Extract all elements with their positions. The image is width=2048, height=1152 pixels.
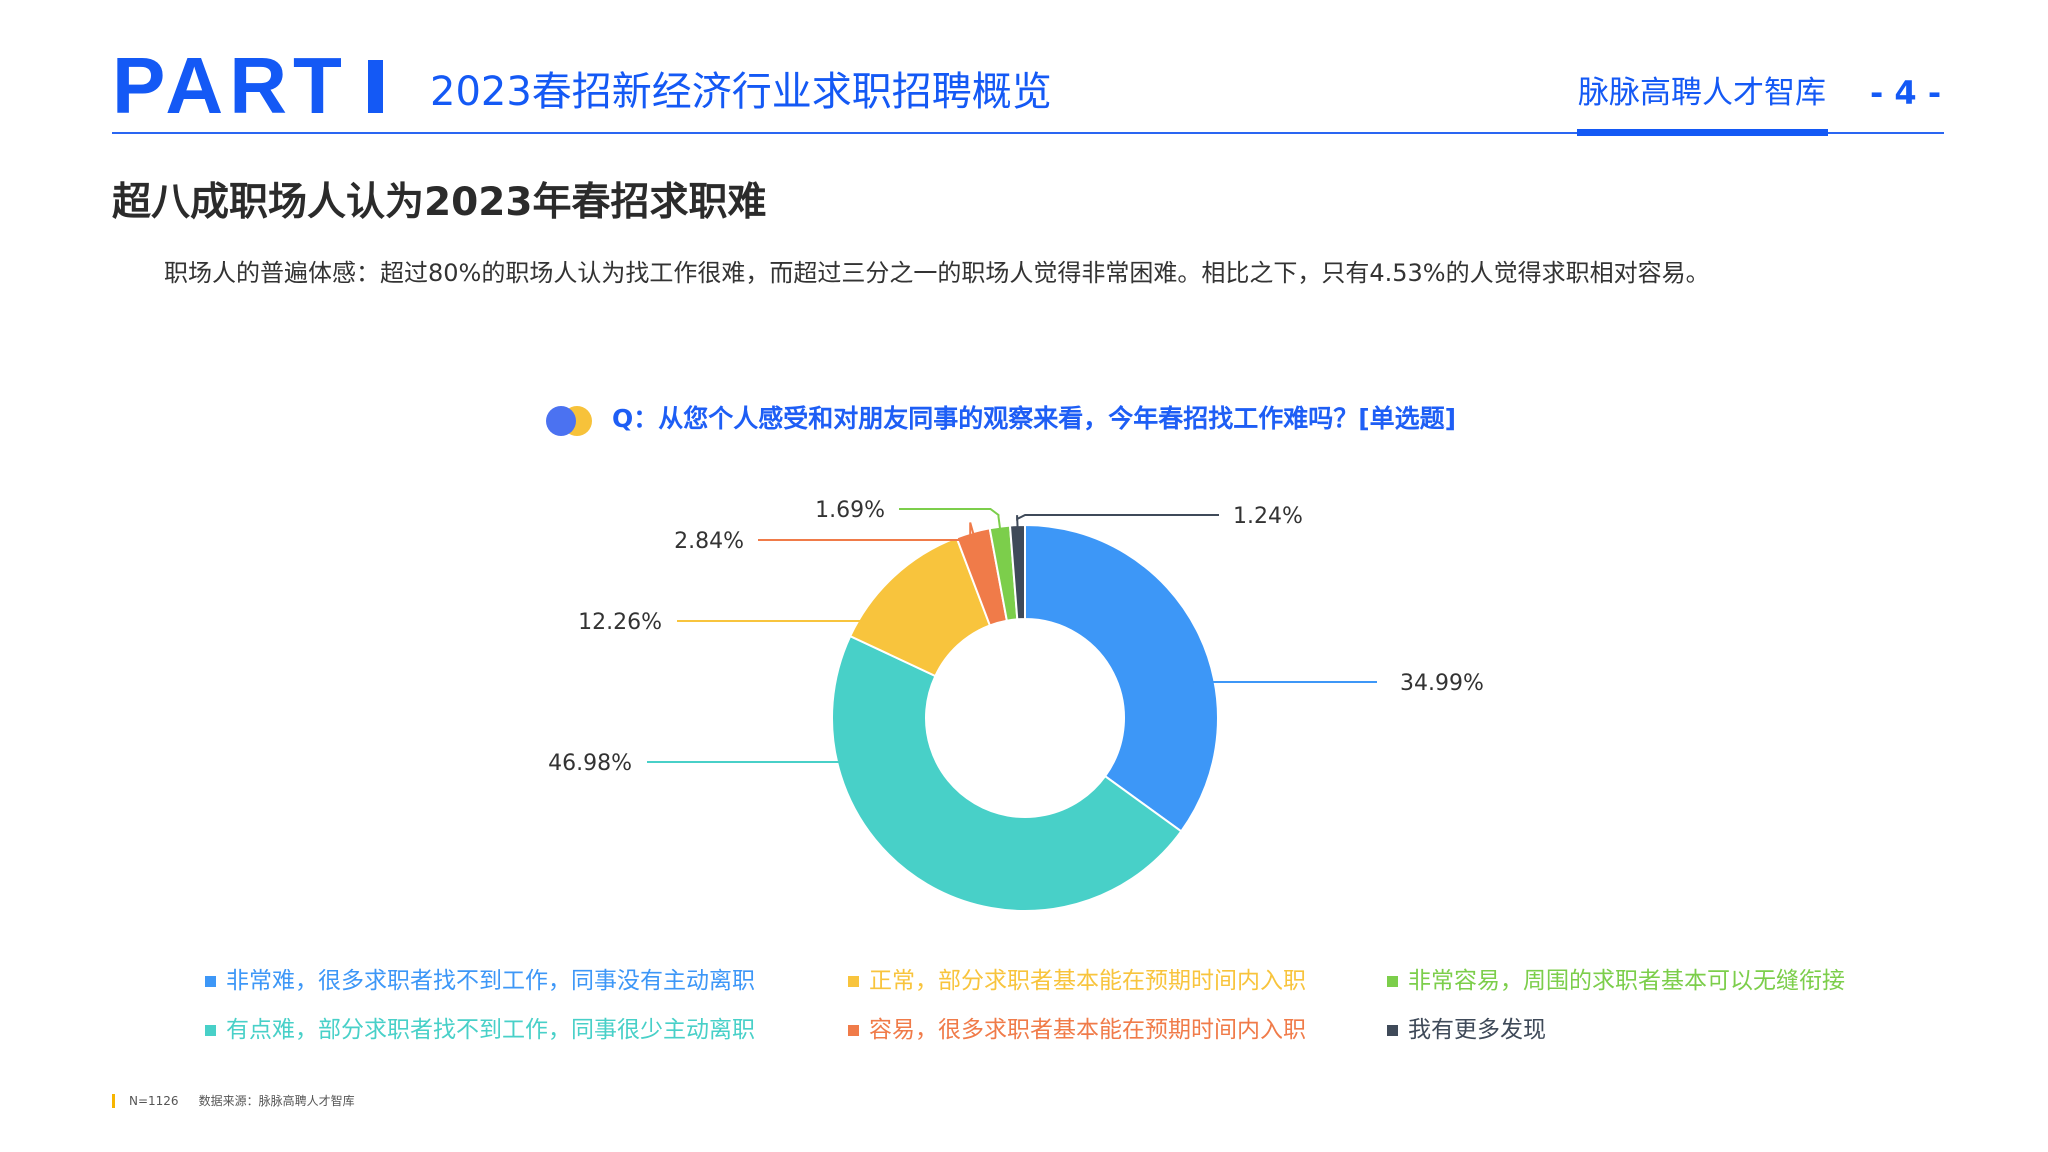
brand-name: 脉脉高聘人才智库	[1578, 75, 1826, 111]
question-dots-icon	[546, 406, 596, 438]
data-label-easy: 2.84%	[674, 529, 744, 554]
leader-line-more-findings	[1016, 514, 1219, 530]
data-label-normal: 12.26%	[578, 610, 662, 635]
slide-description: 职场人的普遍体感：超过80%的职场人认为找工作很难，而超过三分之一的职场人觉得非…	[164, 259, 1710, 287]
header-divider	[112, 132, 1944, 134]
page-number: - 4 -	[1870, 74, 1942, 112]
legend-label: 正常，部分求职者基本能在预期时间内入职	[869, 968, 1306, 994]
leader-line-easy	[758, 522, 975, 541]
slice-somewhat-hard	[831, 634, 1183, 912]
part-label: PART	[112, 41, 348, 130]
legend-item-very-easy: 非常容易，周围的求职者基本可以无缝衔接	[1387, 968, 1845, 996]
legend-item-easy: 容易，很多求职者基本能在预期时间内入职	[848, 1017, 1306, 1045]
legend-label: 有点难，部分求职者找不到工作，同事很少主动离职	[226, 1017, 755, 1043]
chart-question: Q：从您个人感受和对朋友同事的观察来看，今年春招找工作难吗？[单选题]	[612, 404, 1457, 433]
legend-label: 我有更多发现	[1408, 1017, 1546, 1043]
brand-underline	[1577, 129, 1828, 136]
legend-swatch	[205, 976, 216, 988]
legend-label: 非常难，很多求职者找不到工作，同事没有主动离职	[226, 968, 755, 994]
data-label-somewhat-hard: 46.98%	[548, 751, 632, 776]
blue-dot-icon	[546, 406, 576, 436]
legend-item-very-hard: 非常难，很多求职者找不到工作，同事没有主动离职	[205, 968, 755, 996]
legend-swatch	[848, 1025, 859, 1037]
legend-swatch	[205, 1025, 216, 1037]
data-label-very-easy: 1.69%	[815, 498, 885, 523]
legend-swatch	[1387, 1025, 1398, 1037]
slide-title: 超八成职场人认为2023年春招求职难	[112, 180, 767, 225]
legend-swatch	[848, 976, 859, 988]
slice-very-hard	[1024, 523, 1219, 833]
legend-item-somewhat-hard: 有点难，部分求职者找不到工作，同事很少主动离职	[205, 1017, 755, 1045]
data-label-very-hard: 34.99%	[1400, 671, 1484, 696]
part-number-bar	[368, 60, 383, 113]
leader-line-very-easy	[899, 508, 1002, 531]
data-label-more-findings: 1.24%	[1233, 504, 1303, 529]
sample-size: N=1126	[129, 1093, 179, 1108]
legend-item-more-findings: 我有更多发现	[1387, 1017, 1546, 1045]
header-title: 2023春招新经济行业求职招聘概览	[430, 69, 1052, 115]
footer: N=1126 数据来源：脉脉高聘人才智库	[112, 1092, 355, 1109]
legend-label: 非常容易，周围的求职者基本可以无缝衔接	[1408, 968, 1845, 994]
legend-swatch	[1387, 976, 1398, 988]
slice-more-findings	[1008, 523, 1026, 621]
footer-accent-bar	[112, 1093, 115, 1108]
data-source: 数据来源：脉脉高聘人才智库	[198, 1094, 355, 1108]
legend-item-normal: 正常，部分求职者基本能在预期时间内入职	[848, 968, 1306, 996]
legend-label: 容易，很多求职者基本能在预期时间内入职	[869, 1017, 1306, 1043]
